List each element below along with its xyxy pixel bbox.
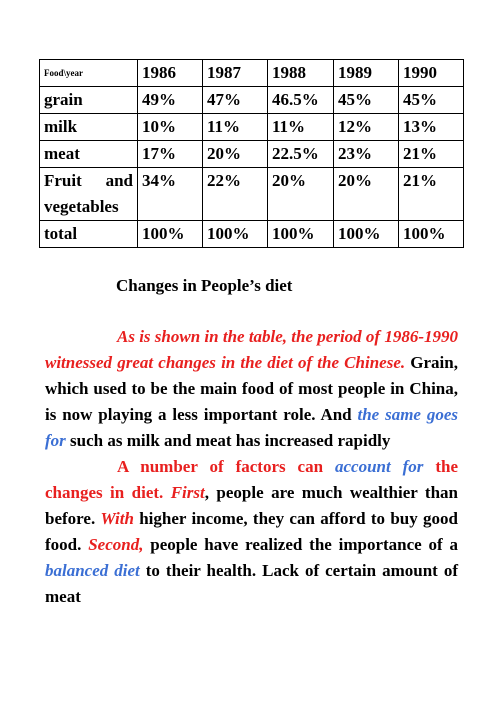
table-cell: 23% bbox=[333, 140, 399, 168]
body-text: to their health. Lack of certain amount … bbox=[45, 561, 458, 606]
food-label: grain bbox=[39, 86, 138, 114]
table-row: total 100% 100% 100% 100% 100% bbox=[39, 220, 464, 248]
red-phrase: With bbox=[100, 509, 134, 528]
table-cell: 11% bbox=[267, 113, 334, 141]
table-header-cell: 1990 bbox=[398, 59, 464, 87]
table-row: grain 49% 47% 46.5% 45% 45% bbox=[39, 86, 464, 114]
table-header-cell: 1988 bbox=[267, 59, 334, 87]
diet-table: Food\year 1986 1987 1988 1989 1990 grain… bbox=[39, 59, 464, 248]
paragraph-2: A number of factors can account for the … bbox=[45, 454, 458, 610]
table-row: milk 10% 11% 11% 12% 13% bbox=[39, 113, 464, 141]
table-cell: 12% bbox=[333, 113, 399, 141]
table-header-row: Food\year 1986 1987 1988 1989 1990 bbox=[39, 59, 464, 87]
table-cell: 22% bbox=[202, 167, 268, 221]
table-cell: 21% bbox=[398, 167, 464, 221]
red-phrase: A number of factors can bbox=[117, 457, 335, 476]
table-cell: 47% bbox=[202, 86, 268, 114]
body-text: Grain, which used to be the main food of… bbox=[45, 353, 458, 424]
table-header-cell: Food\year bbox=[39, 59, 138, 87]
table-row: meat 17% 20% 22.5% 23% 21% bbox=[39, 140, 464, 168]
table-cell: 34% bbox=[137, 167, 203, 221]
essay-body: As is shown in the table, the period of … bbox=[45, 324, 458, 610]
body-text: people have realized the importance of a bbox=[143, 535, 458, 554]
food-label: milk bbox=[39, 113, 138, 141]
table-row: Fruit and vegetables 34% 22% 20% 20% 21% bbox=[39, 167, 464, 221]
table-cell: 45% bbox=[333, 86, 399, 114]
table-cell: 22.5% bbox=[267, 140, 334, 168]
red-phrase: As is shown in the table, the period of … bbox=[45, 327, 458, 372]
blue-phrase: the same goes for bbox=[45, 405, 458, 450]
table-cell: 100% bbox=[333, 220, 399, 248]
blue-phrase: account for bbox=[334, 457, 424, 476]
table-cell: 100% bbox=[398, 220, 464, 248]
table-cell: 17% bbox=[137, 140, 203, 168]
table-cell: 10% bbox=[137, 113, 203, 141]
body-text: such as milk and meat has increased rapi… bbox=[65, 431, 391, 450]
food-label-line: vegetables bbox=[44, 197, 119, 216]
table-cell: 46.5% bbox=[267, 86, 334, 114]
essay-title: Changes in People’s diet bbox=[116, 276, 293, 295]
table-cell: 21% bbox=[398, 140, 464, 168]
blue-phrase: balanced diet bbox=[45, 561, 140, 580]
table-header-cell: 1989 bbox=[333, 59, 399, 87]
table-cell: 100% bbox=[267, 220, 334, 248]
food-label: total bbox=[39, 220, 138, 248]
table-cell: 100% bbox=[137, 220, 203, 248]
body-text: higher income, they can afford to buy go… bbox=[45, 509, 458, 554]
red-phrase: First bbox=[170, 483, 205, 502]
table-cell: 45% bbox=[398, 86, 464, 114]
body-text: , people are much wealthier than before. bbox=[45, 483, 458, 528]
paragraph-1: As is shown in the table, the period of … bbox=[45, 324, 458, 454]
table-cell: 100% bbox=[202, 220, 268, 248]
food-label-line: Fruit and bbox=[44, 171, 133, 190]
table-header-cell: 1986 bbox=[137, 59, 203, 87]
red-phrase: Second, bbox=[88, 535, 144, 554]
food-label: meat bbox=[39, 140, 138, 168]
table-header-cell: 1987 bbox=[202, 59, 268, 87]
table-cell: 20% bbox=[202, 140, 268, 168]
table-cell: 49% bbox=[137, 86, 203, 114]
red-phrase: the changes in diet. bbox=[45, 457, 459, 502]
table-cell: 11% bbox=[202, 113, 268, 141]
food-label: Fruit and vegetables bbox=[39, 167, 138, 221]
table-cell: 13% bbox=[398, 113, 464, 141]
table-cell: 20% bbox=[267, 167, 334, 221]
table-cell: 20% bbox=[333, 167, 399, 221]
